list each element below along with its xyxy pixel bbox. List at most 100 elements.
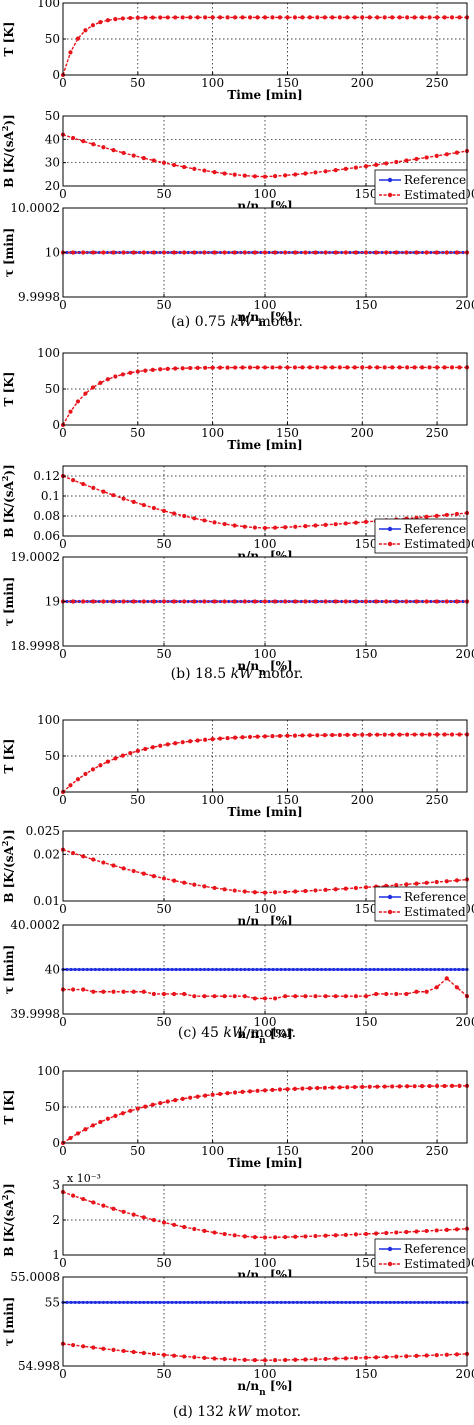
y-tick-label: 50 [45,749,60,763]
data-point [81,987,86,992]
data-point [232,523,237,528]
data-point [442,365,447,370]
y-tick-label: 1 [52,1248,60,1262]
data-point [81,854,86,859]
data-point [404,1300,408,1305]
data-point [85,967,89,972]
y-tick-label: 2 [52,1213,60,1227]
data-point [135,1106,140,1111]
data-point [161,1220,167,1225]
data-point [394,991,399,997]
data-point [454,511,459,517]
data-point [252,890,257,895]
data-point [202,518,207,523]
data-point [394,1354,399,1359]
data-point [293,250,298,255]
data-point [424,1228,429,1234]
x-tick-label: 50 [130,1144,145,1158]
data-point [363,519,369,525]
y-axis-label: B [K/(sA2)] [0,114,16,188]
data-point [150,967,154,972]
data-point [293,524,298,529]
y-tick-label: 0.12 [33,469,60,483]
data-point [394,159,399,165]
data-point [322,733,327,738]
x-tick-label: 250 [426,1144,449,1158]
data-point [352,15,357,20]
data-point [121,150,126,156]
data-point [285,15,290,20]
data-point [376,1300,380,1305]
x-tick-label: 100 [254,1367,277,1381]
data-point [186,967,190,972]
data-point [101,145,106,150]
data-point [445,1300,449,1305]
data-point [91,989,96,994]
x-tick-label: 250 [426,426,449,440]
data-point [363,885,369,890]
x-tick-label: 150 [276,793,299,807]
caption-d-suffix: motor. [251,1404,302,1420]
data-point [299,250,303,255]
data-point [178,967,182,972]
data-point [223,967,227,972]
data-point [313,250,318,255]
data-point [90,385,96,390]
data-point [222,1356,227,1362]
data-point [437,1300,441,1305]
data-point [161,599,167,604]
data-point [348,1300,352,1305]
data-point [449,967,453,972]
data-point [275,1300,279,1305]
data-point [255,365,260,370]
x-tick-label: 0 [59,793,67,807]
data-point [367,365,372,370]
data-point [303,524,308,529]
data-point [182,880,187,885]
data-point [161,160,167,165]
data-point [150,15,155,20]
data-point [172,1222,177,1227]
data-point [397,732,402,737]
data-point [113,17,118,22]
data-point [174,1300,178,1305]
data-point [105,1300,110,1305]
data-point [333,994,338,999]
data-point [315,967,320,972]
caption-a-suffix: motor. [253,314,304,330]
data-point [353,165,358,170]
data-point [195,738,200,743]
data-point [161,991,167,997]
data-point [330,1085,335,1090]
data-point [90,767,96,772]
data-point [173,741,178,746]
data-point [141,871,146,876]
data-point [333,168,338,173]
data-point [429,599,433,604]
data-point [363,1231,369,1237]
data-point [424,1353,429,1358]
data-point [194,967,198,972]
data-point [449,732,455,737]
data-point [101,1300,105,1305]
legend-label-estimated: Estimated [404,188,466,202]
data-point [247,365,253,370]
data-point [203,15,208,20]
data-point [453,1300,457,1305]
y-tick-label: 0.02 [33,847,60,861]
data-point [285,1087,290,1092]
data-point [390,1084,395,1089]
data-point [192,882,197,887]
data-point [434,599,439,604]
data-point [232,994,237,999]
data-point [161,876,167,881]
data-point [356,1300,360,1305]
data-point [162,1300,166,1305]
data-point [388,1300,392,1305]
data-point [182,967,186,972]
data-point [375,365,380,370]
data-point [111,989,116,994]
y-tick-label: 0.06 [33,529,60,543]
